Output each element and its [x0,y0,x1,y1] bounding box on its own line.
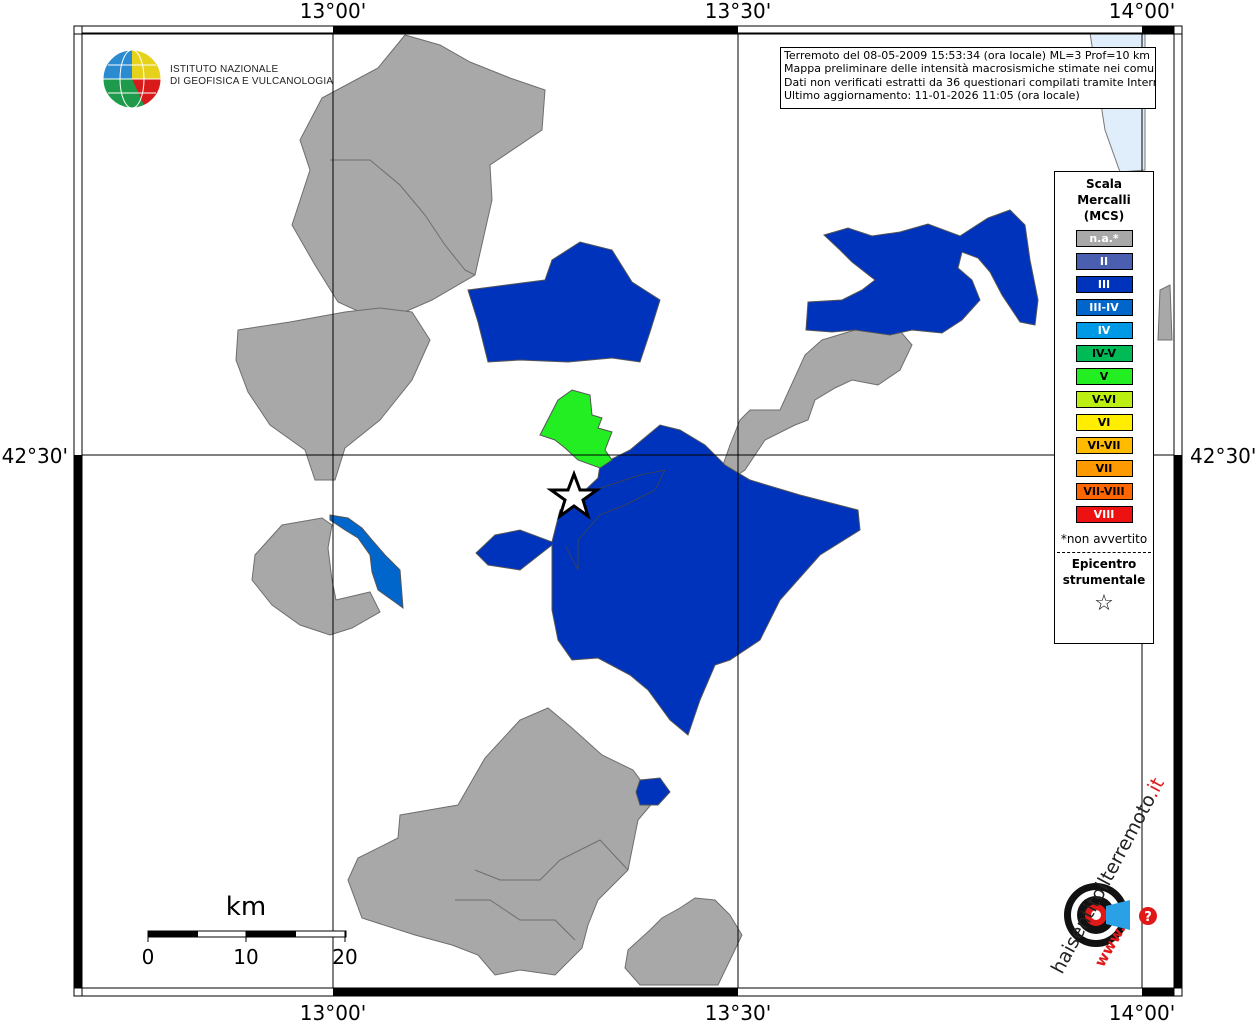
ingv-name-line1: ISTITUTO NAZIONALE [170,64,279,75]
lon-label-bottom-2: 13°30' [705,1001,771,1024]
legend-item: n.a.* [1075,230,1133,247]
intensity-legend: Scala Mercalli (MCS) n.a.* II III III-IV IV I… [1054,171,1154,644]
epicenter-star [546,469,602,520]
legend-epicentro-line2: strumentale [1062,573,1146,587]
legend-item: III-IV [1075,299,1133,316]
scale-label-10: 10 [233,945,258,969]
legend-item: IV-V [1075,345,1133,362]
legend-star-icon: ☆ [1094,591,1114,616]
lat-label-left: 42°30' [2,444,68,468]
scale-label-0: 0 [142,945,155,969]
legend-epicentro-line1: Epicentro [1071,557,1137,571]
legend-item: VII-VIII [1075,483,1133,500]
event-info-line3: Dati non verificati estratti da 36 quest… [784,75,1156,89]
event-info-box: Terremoto del 08-05-2009 15:53:34 (ora l… [780,47,1156,109]
scale-label-20: 20 [332,945,357,969]
legend-item: IV [1075,322,1133,339]
legend-item: II [1075,253,1133,270]
legend-item: V [1075,368,1133,385]
lon-label-top-2: 13°30' [705,0,771,23]
legend-note: *non avvertito [1060,532,1148,546]
legend-title-line2: Mercalli [1077,193,1131,207]
lon-label-top-1: 13°00' [300,0,366,23]
legend-item: VI-VII [1075,437,1133,454]
ingv-name: ISTITUTO NAZIONALE DI GEOFISICA E VULCAN… [170,64,333,88]
legend-item: V-VI [1075,391,1133,408]
lon-label-bottom-3: 14°00' [1109,1001,1175,1024]
ingv-globe-icon [102,49,162,109]
scale-unit: km [226,892,266,922]
scale-bar: km 0 10 20 [142,892,358,969]
event-info-line2: Mappa preliminare delle intensità macros… [784,62,1156,76]
lon-label-top-3: 14°00' [1109,0,1175,23]
lat-label-right: 42°30' [1190,444,1256,468]
hsit-logo-icon: ? haisentitoilterremoto.it www. [1047,774,1169,977]
legend-epicentro: Epicentro strumentale [1055,556,1153,588]
municipality-v [539,389,613,469]
legend-title-line3: (MCS) [1083,209,1125,223]
ingv-name-line2: DI GEOFISICA E VULCANOLOGIA [170,76,334,87]
municipality-iii-iv [329,514,404,610]
legend-item: VI [1075,414,1133,431]
legend-item: VIII [1075,506,1133,523]
event-info-line1: Terremoto del 08-05-2009 15:53:34 (ora l… [784,49,1151,62]
legend-item: VII [1075,460,1133,477]
hsit-question: ? [1144,910,1152,925]
municipalities-na [235,34,1173,986]
lon-label-bottom-1: 13°00' [300,1001,366,1024]
legend-item: III [1075,276,1133,293]
legend-title-line1: Scala [1085,177,1123,191]
map-frame [73,25,1183,997]
ingv-logo [100,47,164,115]
legend-title: Scala Mercalli (MCS) [1055,176,1153,224]
event-info-line4: Ultimo aggiornamento: 11-01-2026 11:05 (… [784,88,1080,102]
legend-items: n.a.* II III III-IV IV IV-V V V-VI VI VI-VII VII VI… [1055,230,1153,523]
legend-separator [1057,552,1151,553]
